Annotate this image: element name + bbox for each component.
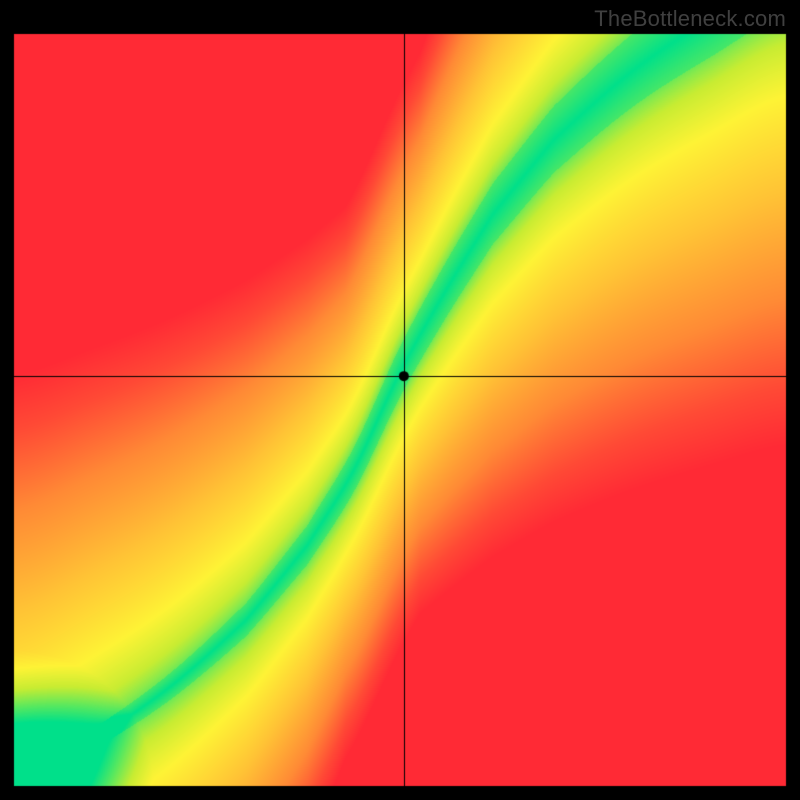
chart-container: TheBottleneck.com (0, 0, 800, 800)
bottleneck-heatmap (0, 0, 800, 800)
